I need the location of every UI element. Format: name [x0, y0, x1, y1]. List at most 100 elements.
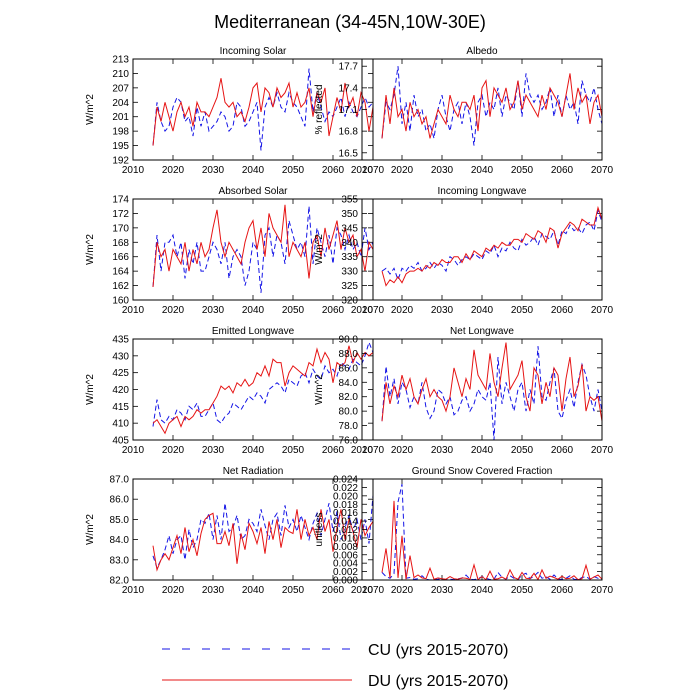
x-tick-label: 2010 — [122, 305, 145, 316]
y-tick-label: 435 — [112, 335, 129, 346]
x-tick-label: 2020 — [391, 305, 414, 316]
y-tick-label: 16.8 — [339, 127, 359, 138]
x-tick-label: 2020 — [162, 305, 185, 316]
y-tick-label: 172 — [112, 209, 129, 220]
y-tick-label: 330 — [341, 267, 358, 278]
y-axis-label-net-radiation: W/m^2 — [85, 514, 96, 545]
x-tick-label: 2010 — [351, 305, 374, 316]
x-tick-label: 2010 — [122, 445, 145, 456]
series-line-du-absorbed-solar — [152, 204, 373, 288]
x-tick-label: 2020 — [162, 445, 185, 456]
y-axis-label-emitted-longwave: W/m^2 — [85, 374, 96, 405]
x-tick-label: 2030 — [202, 445, 225, 456]
legend-label-cu: CU (yrs 2015-2070) — [368, 642, 509, 659]
y-tick-label: 160 — [112, 296, 129, 307]
y-tick-label: 76.0 — [339, 436, 359, 447]
y-tick-label: 87.0 — [110, 475, 130, 486]
x-tick-label: 2060 — [322, 165, 345, 176]
y-tick-label: 0.000 — [333, 576, 358, 587]
x-tick-label: 2040 — [471, 585, 494, 596]
plot-frame-incoming-longwave — [361, 198, 603, 301]
plot-frame-ground-snow-covered-fraction — [361, 478, 603, 581]
x-tick-label: 2010 — [351, 585, 374, 596]
x-tick-label: 2060 — [551, 445, 574, 456]
y-tick-label: 0.020 — [333, 491, 358, 502]
y-tick-label: 84.0 — [339, 378, 359, 389]
x-tick-label: 2040 — [242, 445, 265, 456]
x-tick-label: 2060 — [551, 305, 574, 316]
legend-label-du: DU (yrs 2015-2070) — [368, 673, 509, 690]
y-tick-label: 320 — [341, 296, 358, 307]
panel-absorbed-solar: Absorbed Solar W/m^2 160 162 164 166 168 170 172… — [85, 186, 385, 316]
y-tick-label: 17.4 — [339, 83, 359, 94]
y-tick-label: 80.0 — [339, 407, 359, 418]
panel-ground-snow-covered-fraction: Ground Snow Covered Fraction unitless 0.00… — [314, 466, 614, 596]
panel-title-incoming-longwave: Incoming Longwave — [438, 186, 527, 197]
figure-title: Mediterranean (34-45N,10W-30E) — [214, 12, 486, 32]
x-tick-label: 2070 — [362, 445, 385, 456]
y-axis-label-ground-snow-covered-fraction: unitless — [314, 513, 325, 547]
panel-grid: Incoming Solar W/m^2 192 195 198 201 204 207 210… — [85, 46, 614, 596]
x-tick-label: 2070 — [591, 585, 614, 596]
y-tick-label: 340 — [341, 238, 358, 249]
x-tick-label: 2030 — [202, 585, 225, 596]
y-axis-label-incoming-longwave: W/m^2 — [314, 234, 325, 265]
y-tick-label: 85.0 — [110, 515, 130, 526]
y-tick-label: 210 — [112, 69, 129, 80]
x-tick-label: 2050 — [511, 165, 534, 176]
y-tick-label: 204 — [112, 98, 129, 109]
panel-incoming-longwave: Incoming Longwave W/m^2 320 325 330 335 340 345… — [314, 186, 614, 316]
plot-frame-absorbed-solar — [132, 198, 374, 301]
plot-frame-albedo — [361, 58, 603, 161]
y-tick-label: 0.002 — [333, 567, 358, 578]
y-tick-label: 198 — [112, 127, 129, 138]
series-line-cu-ground-snow-covered-fraction — [381, 483, 602, 580]
y-tick-label: 410 — [112, 419, 129, 430]
series-line-cu-incoming-longwave — [381, 208, 602, 282]
x-tick-label: 2030 — [431, 445, 454, 456]
y-tick-label: 166 — [112, 252, 129, 263]
y-tick-label: 0.014 — [333, 517, 358, 528]
x-tick-label: 2030 — [431, 165, 454, 176]
plot-frame-emitted-longwave — [132, 338, 374, 441]
series-line-du-emitted-longwave — [152, 345, 373, 435]
series-line-du-albedo — [381, 73, 602, 139]
y-tick-label: 17.7 — [339, 62, 359, 73]
y-tick-label: 86.0 — [110, 495, 130, 506]
x-tick-label: 2060 — [551, 165, 574, 176]
panel-title-net-radiation: Net Radiation — [223, 466, 284, 477]
series-line-du-incoming-solar — [152, 78, 373, 146]
y-tick-label: 78.0 — [339, 421, 359, 432]
y-tick-label: 405 — [112, 436, 129, 447]
y-tick-label: 0.022 — [333, 483, 358, 494]
y-tick-label: 88.0 — [339, 349, 359, 360]
y-tick-label: 82.0 — [339, 392, 359, 403]
series-line-du-ground-snow-covered-fraction — [381, 500, 602, 580]
series-line-cu-incoming-solar — [152, 68, 373, 151]
series-line-cu-net-radiation — [152, 495, 373, 570]
y-tick-label: 213 — [112, 55, 129, 66]
x-tick-label: 2070 — [362, 305, 385, 316]
panel-incoming-solar: Incoming Solar W/m^2 192 195 198 201 204 207 210… — [85, 46, 385, 176]
panel-net-radiation: Net Radiation W/m^2 82.0 83.0 84.0 85.0 86.0 87… — [85, 466, 385, 596]
panel-title-incoming-solar: Incoming Solar — [220, 46, 287, 57]
x-tick-label: 2030 — [431, 585, 454, 596]
y-tick-label: 162 — [112, 281, 129, 292]
x-tick-label: 2050 — [282, 445, 305, 456]
y-tick-label: 350 — [341, 209, 358, 220]
y-tick-label: 195 — [112, 141, 129, 152]
x-tick-label: 2010 — [122, 585, 145, 596]
panel-net-longwave: Net Longwave W/m^2 76.0 78.0 80.0 82.0 84.0 86.… — [314, 326, 614, 456]
x-tick-label: 2040 — [471, 305, 494, 316]
y-tick-label: 335 — [341, 252, 358, 263]
x-tick-label: 2060 — [551, 585, 574, 596]
y-tick-label: 84.0 — [110, 535, 130, 546]
x-tick-label: 2060 — [322, 585, 345, 596]
y-tick-label: 345 — [341, 223, 358, 234]
y-tick-label: 170 — [112, 223, 129, 234]
x-tick-label: 2020 — [162, 585, 185, 596]
panel-albedo: Albedo % reflected 16.5 16.8 17.1 17.4 17.7 201… — [314, 46, 614, 176]
y-tick-label: 0.010 — [333, 533, 358, 544]
y-tick-label: 0.018 — [333, 500, 358, 511]
y-tick-label: 0.006 — [333, 550, 358, 561]
